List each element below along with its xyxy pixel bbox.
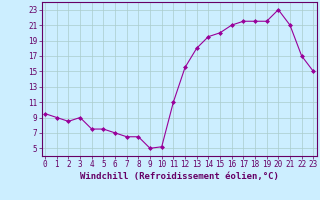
X-axis label: Windchill (Refroidissement éolien,°C): Windchill (Refroidissement éolien,°C) <box>80 172 279 181</box>
